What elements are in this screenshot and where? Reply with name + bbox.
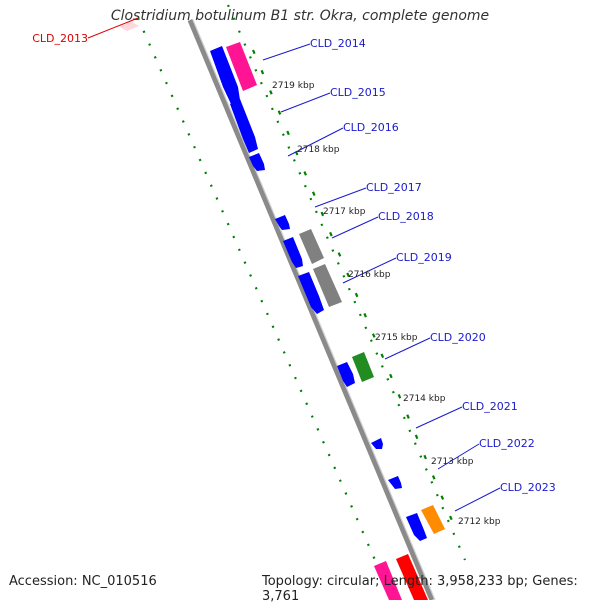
gene-label[interactable]: CLD_2014 — [310, 37, 366, 50]
gene-arrow[interactable] — [230, 99, 258, 153]
gene-arrow[interactable] — [299, 229, 324, 264]
gene-label[interactable]: CLD_2013 — [32, 32, 88, 45]
accession-text: Accession: NC_010516 — [9, 574, 157, 589]
gene-label[interactable]: CLD_2023 — [500, 481, 556, 494]
gene-arrow[interactable] — [275, 215, 290, 230]
ruler-ticks: 2719 kbp 2718 kbp 2717 kbp 2716 kbp 2715… — [272, 81, 501, 527]
gene-label[interactable]: CLD_2022 — [479, 437, 535, 450]
gene-arrow[interactable] — [406, 513, 427, 541]
gene-arrow[interactable] — [352, 352, 374, 382]
tick-label: 2716 kbp — [348, 270, 391, 280]
gene-labels: CLD_2013 CLD_2014 CLD_2015 CLD_2016 CLD_… — [32, 32, 556, 494]
gene-arrow[interactable] — [249, 153, 265, 171]
gene-arrow[interactable] — [283, 237, 303, 268]
gene-arrow[interactable] — [374, 561, 402, 600]
label-leaders — [87, 17, 501, 512]
tick-label: 2712 kbp — [458, 517, 501, 527]
genome-backbone — [187, 19, 435, 600]
gene-label[interactable]: CLD_2018 — [378, 210, 434, 223]
gene-label[interactable]: CLD_2019 — [396, 251, 452, 264]
gene-arrow[interactable] — [298, 272, 324, 314]
tick-label: 2718 kbp — [297, 145, 340, 155]
gene-arrow[interactable] — [210, 46, 240, 104]
tick-label: 2719 kbp — [272, 81, 315, 91]
gene-arrow[interactable] — [226, 42, 257, 91]
gene-label[interactable]: CLD_2016 — [343, 121, 399, 134]
outer-guide-line — [136, 17, 377, 561]
tick-label: 2714 kbp — [403, 394, 446, 404]
tick-label: 2713 kbp — [431, 457, 474, 467]
gene-arrow[interactable] — [388, 476, 402, 489]
tick-label: 2715 kbp — [375, 333, 418, 343]
gene-label[interactable]: CLD_2021 — [462, 400, 518, 413]
gene-label[interactable]: CLD_2015 — [330, 86, 386, 99]
gene-arrow[interactable] — [337, 362, 355, 387]
gene-arrow[interactable] — [313, 264, 342, 307]
gene-features — [118, 21, 445, 600]
gene-arrow[interactable] — [118, 21, 139, 31]
gene-arrow[interactable] — [371, 438, 383, 449]
tick-label: 2717 kbp — [323, 207, 366, 217]
gene-arrow[interactable] — [396, 554, 428, 600]
gene-arrow[interactable] — [421, 505, 445, 534]
map-title: Clostridium botulinum B1 str. Okra, comp… — [110, 8, 490, 24]
gene-label[interactable]: CLD_2020 — [430, 331, 486, 344]
gene-label[interactable]: CLD_2017 — [366, 181, 422, 194]
